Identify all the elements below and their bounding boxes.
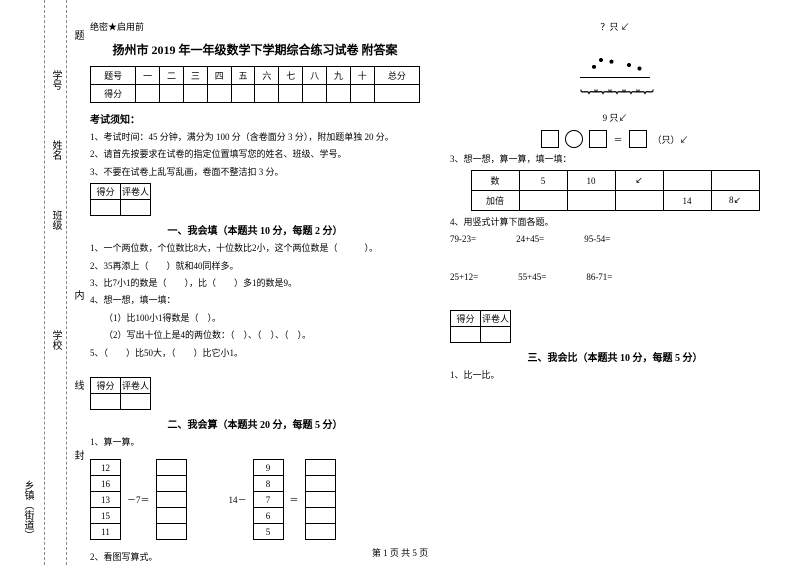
score-col: 六 [255,67,279,85]
margin-label: 班级 [48,210,63,230]
q: 1、比一比。 [450,368,780,382]
notice-item: 3、不要在试卷上乱写乱画，卷面不整洁扣 3 分。 [90,165,420,179]
margin-label: 学号 [48,70,63,90]
op: 14－ [229,493,247,506]
op: －7＝ [127,493,150,506]
circle-icon[interactable] [565,130,583,148]
score-col: 七 [279,67,303,85]
grader-col: 得分 [91,184,121,200]
square-icon[interactable] [541,130,559,148]
section-1-title: 一、我会填（本题共 10 分，每题 2 分） [90,222,420,237]
q: 1、算一算。 [90,435,420,449]
q: 4、想一想，填一填： [90,293,420,307]
double-table: 数 5 10 ↙ 加倍 14 8↙ [471,170,760,211]
eq-unit: （只）↙ [653,133,689,146]
op: ＝ [290,493,299,506]
notice-item: 2、请首先按要求在试卷的指定位置填写您的姓名、班级、学号。 [90,147,420,161]
q: 5、（ ）比50大，（ ）比它小1。 [90,346,420,360]
section-2-title: 二、我会算（本题共 20 分，每题 5 分） [90,416,420,431]
eq-sign: ＝ [613,133,622,146]
margin-label: 学校 [48,330,63,350]
calc-chain: 12 16 13 15 11 －7＝ 14－ 9 8 7 6 5 ＝ [90,455,420,544]
page-footer: 第 1 页 共 5 页 [0,546,800,559]
margin-label: 内 [70,290,85,300]
grader-col: 评卷人 [481,310,511,326]
score-col: 五 [231,67,255,85]
calc: 24+45= [516,234,544,244]
score-col: 题号 [91,67,136,85]
q-sub: （1）比100小1得数是（ ）。 [90,311,420,325]
q: 1、一个两位数，个位数比8大，十位数比2小，这个两位数是（ ）。 [90,241,420,255]
paper-title: 扬州市 2019 年一年级数学下学期综合练习试卷 附答案 [90,41,420,58]
margin-label: 线 [70,380,85,390]
calc: 55+45= [518,272,546,282]
grader-col: 评卷人 [121,184,151,200]
margin-label: 题 [70,30,85,40]
square-icon[interactable] [629,130,647,148]
q-sub: （2）写出十位上是4的两位数：（ ）、（ ）、（ ）。 [90,328,420,342]
score-row-label: 得分 [91,85,136,103]
score-col: 八 [303,67,327,85]
secret-label: 绝密★启用前 [90,20,420,33]
square-icon[interactable] [589,130,607,148]
calc: 86-71= [586,272,612,282]
section-3-title: 三、我会比（本题共 10 分，每题 5 分） [450,349,780,364]
grader-box: 得分 评卷人 [450,310,511,343]
grader-box: 得分 评卷人 [90,377,151,410]
margin-label: 乡镇（街道） [20,480,35,540]
score-col: 三 [183,67,207,85]
score-col: 二 [160,67,184,85]
score-col: 九 [327,67,351,85]
calc: 25+12= [450,272,478,282]
q: 3、想一想，算一算，填一填： [450,152,780,166]
equation-shapes: ＝ （只）↙ [450,130,780,148]
calc: 79-23= [450,234,476,244]
score-table: 题号 一 二 三 四 五 六 七 八 九 十 总分 得分 [90,66,420,103]
grader-col: 评卷人 [121,377,151,393]
margin-label: 姓名 [48,140,63,160]
score-col: 四 [207,67,231,85]
q: 3、比7小1的数是（ ），比（ ）多1的数是9。 [90,276,420,290]
calc: 95-54= [584,234,610,244]
left-column: 绝密★启用前 扬州市 2019 年一年级数学下学期综合练习试卷 附答案 题号 一… [90,20,420,568]
binding-margin: 题 学号 姓名 班级 内 学校 线 封 乡镇（街道） [0,0,88,565]
animal-figure: ？只 ↙ ︸︸︸︸︸ 9 只↙ [450,20,780,124]
grader-col: 得分 [451,310,481,326]
right-column: ？只 ↙ ︸︸︸︸︸ 9 只↙ ＝ （只）↙ 3、想一想，算一算，填一填： 数 … [450,20,780,568]
grader-col: 得分 [91,377,121,393]
fig-caption-top: ？只 ↙ [450,20,780,33]
q: 2、35再添上（ ）就和40同样多。 [90,259,420,273]
notice-heading: 考试须知： [90,111,420,126]
notice-item: 1、考试时间：45 分钟，满分为 100 分（含卷面分 3 分），附加题单独 2… [90,130,420,144]
margin-label: 封 [70,450,85,460]
brace-icon: ︸︸︸︸︸ [450,85,780,111]
score-col: 十 [350,67,374,85]
grader-box: 得分 评卷人 [90,183,151,216]
score-col: 总分 [374,67,419,85]
q: 4、用竖式计算下面各题。 [450,215,780,229]
fig-caption-bottom: 9 只↙ [450,111,780,124]
score-col: 一 [136,67,160,85]
